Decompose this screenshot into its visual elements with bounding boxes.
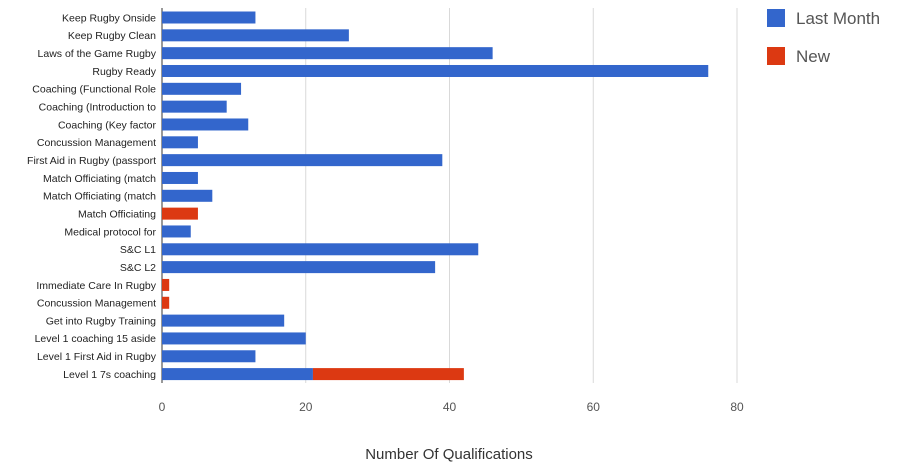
gridlines [161, 8, 738, 383]
category-label: Immediate Care In Rugby [36, 280, 156, 292]
bars [162, 11, 709, 381]
bar-last-month[interactable] [162, 171, 198, 184]
bar-last-month[interactable] [162, 350, 256, 363]
category-label: Concussion Management [37, 298, 156, 310]
bar-last-month[interactable] [162, 154, 443, 167]
bar-last-month[interactable] [162, 47, 493, 60]
category-label: S&C L1 [120, 244, 156, 256]
category-label: Coaching (Key factor [58, 119, 157, 131]
bar-last-month[interactable] [162, 189, 213, 202]
category-label: Rugby Ready [92, 66, 156, 78]
x-tick-labels: 0 20 40 60 80 [159, 400, 744, 414]
category-label: Match Officiating (match [43, 191, 156, 203]
bar-last-month[interactable] [162, 225, 191, 238]
x-tick-label: 0 [159, 400, 166, 414]
category-label: Coaching (Introduction to [39, 101, 156, 113]
bar-last-month[interactable] [162, 261, 436, 274]
bar-new[interactable] [162, 296, 170, 309]
category-label: S&C L2 [120, 262, 156, 274]
category-label: Medical protocol for [64, 226, 156, 238]
bar-last-month[interactable] [162, 118, 249, 131]
category-label: Level 1 coaching 15 aside [35, 333, 157, 345]
x-tick-label: 80 [730, 400, 744, 414]
category-label: Keep Rugby Clean [68, 30, 156, 42]
category-label: Level 1 7s coaching [63, 369, 156, 381]
bar-last-month[interactable] [162, 82, 242, 95]
x-tick-label: 60 [587, 400, 601, 414]
category-label: Level 1 First Aid in Rugby [37, 351, 157, 363]
x-tick-label: 40 [443, 400, 457, 414]
bar-last-month[interactable] [162, 332, 306, 345]
bar-last-month[interactable] [162, 11, 256, 24]
legend-swatch [767, 47, 785, 65]
bar-last-month[interactable] [162, 100, 227, 113]
x-tick-label: 20 [299, 400, 313, 414]
category-label: Laws of the Game Rugby [38, 48, 157, 60]
x-axis-title: Number Of Qualifications [365, 446, 533, 463]
category-label: Get into Rugby Training [46, 315, 156, 327]
bar-last-month[interactable] [162, 64, 709, 77]
legend-label: Last Month [796, 9, 880, 28]
category-label: Match Officiating (match [43, 173, 156, 185]
legend-swatch [767, 9, 785, 27]
bar-new[interactable] [312, 368, 464, 381]
legend: Last Month New [767, 9, 880, 66]
bar-new[interactable] [162, 207, 198, 220]
legend-label: New [796, 47, 831, 66]
bar-last-month[interactable] [162, 136, 198, 149]
category-label: Match Officiating [78, 208, 156, 220]
category-labels: Keep Rugby Onside Keep Rugby Clean Laws of… [27, 12, 157, 381]
category-label: Keep Rugby Onside [62, 12, 156, 24]
category-label: Coaching (Functional Role [32, 84, 156, 96]
bar-last-month[interactable] [162, 368, 313, 381]
category-label: Concussion Management [37, 137, 156, 149]
bar-last-month[interactable] [162, 29, 349, 42]
category-label: First Aid in Rugby (passport [27, 155, 156, 167]
bar-last-month[interactable] [162, 314, 285, 327]
bar-last-month[interactable] [162, 243, 479, 256]
bar-new[interactable] [162, 278, 170, 291]
